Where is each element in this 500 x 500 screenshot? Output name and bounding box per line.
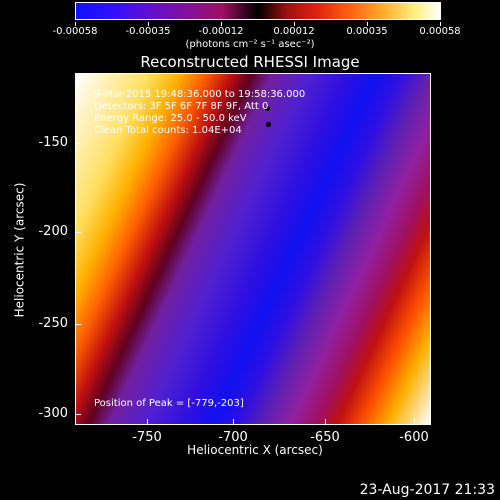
x-tick-label: -750: [132, 430, 162, 445]
colorbar-tick-label: -0.00012: [198, 26, 244, 37]
colorbar-tick-label: 0.00058: [419, 26, 461, 37]
y-tick-label: -300: [38, 406, 68, 421]
colorbar-tick: [294, 22, 295, 26]
overlay-peak-position: Position of Peak = [-779,-203]: [94, 398, 244, 409]
y-tick-label: -200: [38, 224, 68, 239]
colorbar-tick-label: 0.00035: [346, 26, 388, 37]
y-tick-label: -250: [38, 316, 68, 331]
y-tick-label: -150: [38, 135, 68, 150]
plot-title: Reconstructed RHESSI Image: [140, 53, 360, 71]
colorbar-gradient: [75, 2, 441, 20]
x-tick-label: -600: [399, 430, 429, 445]
overlay-detectors: Detectors: 3F 5F 6F 7F 8F 9F, Att 0: [94, 101, 269, 112]
colorbar-tick-label: -0.00035: [125, 26, 171, 37]
colorbar-tick: [367, 22, 368, 26]
colorbar-units: (photons cm⁻² s⁻¹ asec⁻²): [185, 39, 315, 50]
x-tick-label: -650: [310, 430, 340, 445]
y-tick: [75, 324, 81, 325]
peak-marker: [266, 122, 271, 127]
colorbar: [75, 2, 441, 26]
colorbar-tick: [221, 22, 222, 26]
colorbar-tick-label: -0.00058: [52, 26, 98, 37]
peak-marker: [265, 106, 270, 111]
timestamp: 23-Aug-2017 21:33: [359, 482, 495, 498]
colorbar-tick: [148, 22, 149, 26]
y-axis-label: Heliocentric Y (arcsec): [12, 182, 27, 318]
x-tick: [147, 419, 148, 425]
x-axis-label: Heliocentric X (arcsec): [187, 443, 323, 457]
y-tick: [75, 143, 81, 144]
x-tick: [414, 419, 415, 425]
overlay-clean: Clean Total counts: 1.04E+04: [94, 125, 242, 136]
y-tick: [75, 414, 81, 415]
colorbar-tick: [440, 22, 441, 26]
y-tick: [75, 232, 81, 233]
x-tick: [325, 419, 326, 425]
x-tick-label: -700: [218, 430, 248, 445]
rhessi-image: 9-Mar-2015 19:48:36.000 to 19:58:36.000 …: [75, 73, 431, 425]
x-tick: [233, 419, 234, 425]
overlay-time-range: 9-Mar-2015 19:48:36.000 to 19:58:36.000: [94, 89, 306, 100]
colorbar-tick-label: 0.00012: [273, 26, 315, 37]
colorbar-tick: [75, 22, 76, 26]
overlay-energy-range: Energy Range: 25.0 - 50.0 keV: [94, 113, 247, 124]
